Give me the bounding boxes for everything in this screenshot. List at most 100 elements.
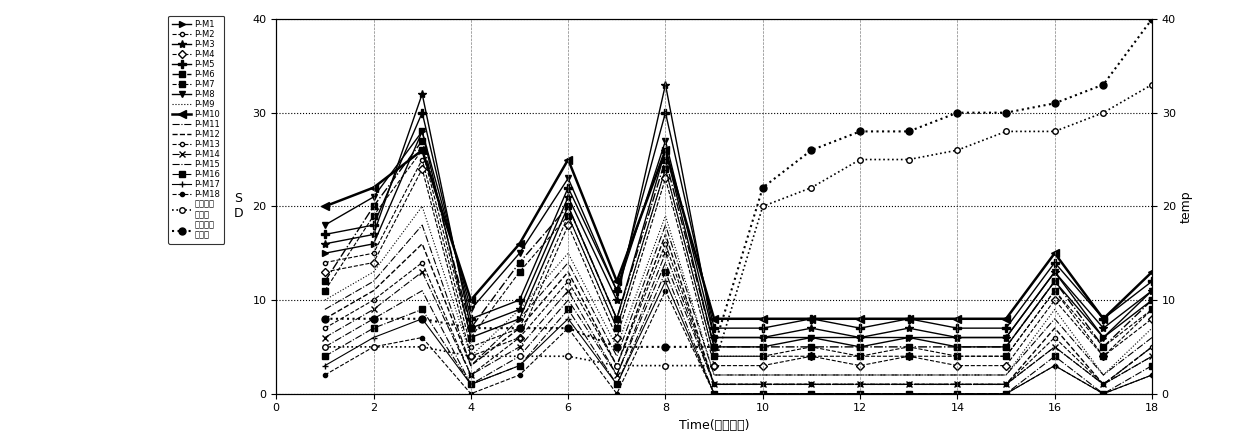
P-M10 [317, 204, 332, 209]
P-M7 [756, 354, 771, 359]
环境温变
最低位 [1145, 82, 1160, 87]
P-M9 [658, 213, 673, 219]
P-M12 [706, 382, 721, 387]
P-M16 [706, 391, 721, 396]
P-M6 [804, 344, 819, 350]
P-M10 [415, 148, 430, 153]
P-M13 [756, 382, 771, 387]
P-M2 [463, 344, 478, 350]
P-M5 [415, 110, 430, 115]
P-M10 [366, 185, 380, 190]
P-M2 [706, 354, 721, 359]
P-M11 [804, 372, 819, 378]
P-M16 [415, 307, 430, 312]
P-M13 [1097, 382, 1111, 387]
P-M13 [852, 382, 867, 387]
P-M11 [1097, 372, 1111, 378]
环境温变
最高位 [756, 185, 771, 190]
P-M8 [561, 176, 576, 181]
P-M18 [1097, 391, 1111, 396]
P-M5 [366, 223, 380, 228]
P-M17 [999, 391, 1014, 396]
环境温变
最高位 [804, 148, 819, 153]
P-M5 [610, 288, 624, 293]
Y-axis label: S
D: S D [234, 192, 243, 220]
P-M1 [366, 241, 380, 246]
Line: P-M1: P-M1 [322, 129, 1155, 350]
P-M18 [756, 391, 771, 396]
P-M15 [561, 297, 576, 303]
P-M1 [1097, 335, 1111, 340]
P-M2 [1145, 307, 1160, 312]
P-M6 [463, 325, 478, 331]
P-M10 [512, 241, 527, 246]
Legend: P-M1, P-M2, P-M3, P-M4, P-M5, P-M6, P-M7, P-M8, P-M9, P-M10, P-M11, P-M12, P-M13: P-M1, P-M2, P-M3, P-M4, P-M5, P-M6, P-M7… [169, 16, 224, 244]
P-M7 [950, 354, 965, 359]
P-M16 [658, 269, 673, 274]
P-M13 [610, 363, 624, 368]
P-M12 [415, 241, 430, 246]
P-M16 [512, 363, 527, 368]
P-M4 [706, 363, 721, 368]
P-M15 [756, 382, 771, 387]
P-M11 [999, 372, 1014, 378]
P-M11 [950, 372, 965, 378]
P-M14 [901, 382, 916, 387]
P-M2 [999, 354, 1014, 359]
P-M5 [901, 316, 916, 321]
环境温变
最低位 [852, 157, 867, 162]
P-M13 [804, 382, 819, 387]
P-M1 [415, 129, 430, 134]
环境温变
最低位 [901, 157, 916, 162]
P-M4 [1145, 316, 1160, 321]
P-M11 [852, 372, 867, 378]
环境温变
最低位 [706, 363, 721, 368]
P-M1 [706, 344, 721, 350]
P-M6 [366, 204, 380, 209]
P-M12 [756, 382, 771, 387]
P-M5 [561, 185, 576, 190]
P-M14 [1047, 344, 1062, 350]
P-M8 [756, 335, 771, 340]
P-M7 [463, 335, 478, 340]
P-M10 [1097, 316, 1111, 321]
P-M4 [950, 363, 965, 368]
P-M5 [658, 110, 673, 115]
P-M7 [415, 148, 430, 153]
P-M8 [1047, 269, 1062, 274]
P-M12 [561, 269, 576, 274]
P-M18 [561, 325, 576, 331]
P-M3 [658, 82, 673, 87]
环境温变
最低位 [561, 354, 576, 359]
P-M1 [756, 344, 771, 350]
P-M15 [415, 288, 430, 293]
P-M17 [1145, 372, 1160, 378]
P-M3 [561, 194, 576, 200]
P-M13 [950, 382, 965, 387]
P-M9 [610, 344, 624, 350]
P-M12 [658, 232, 673, 237]
P-M4 [658, 176, 673, 181]
Y-axis label: temp: temp [1180, 190, 1193, 223]
P-M9 [1097, 372, 1111, 378]
P-M8 [512, 250, 527, 256]
环境温变
最高位 [366, 316, 380, 321]
P-M12 [317, 316, 332, 321]
Line: 环境温变
最高位: 环境温变 最高位 [321, 16, 1156, 350]
Line: P-M7: P-M7 [322, 148, 1155, 359]
P-M10 [706, 316, 721, 321]
P-M6 [999, 344, 1014, 350]
P-M13 [1145, 344, 1160, 350]
环境温变
最高位 [999, 110, 1014, 115]
P-M6 [706, 344, 721, 350]
P-M2 [1097, 344, 1111, 350]
P-M7 [901, 354, 916, 359]
P-M1 [1047, 278, 1062, 284]
P-M17 [1097, 391, 1111, 396]
环境温变
最高位 [317, 316, 332, 321]
P-M18 [463, 391, 478, 396]
P-M8 [610, 288, 624, 293]
P-M2 [610, 325, 624, 331]
环境温变
最低位 [804, 185, 819, 190]
P-M16 [901, 391, 916, 396]
